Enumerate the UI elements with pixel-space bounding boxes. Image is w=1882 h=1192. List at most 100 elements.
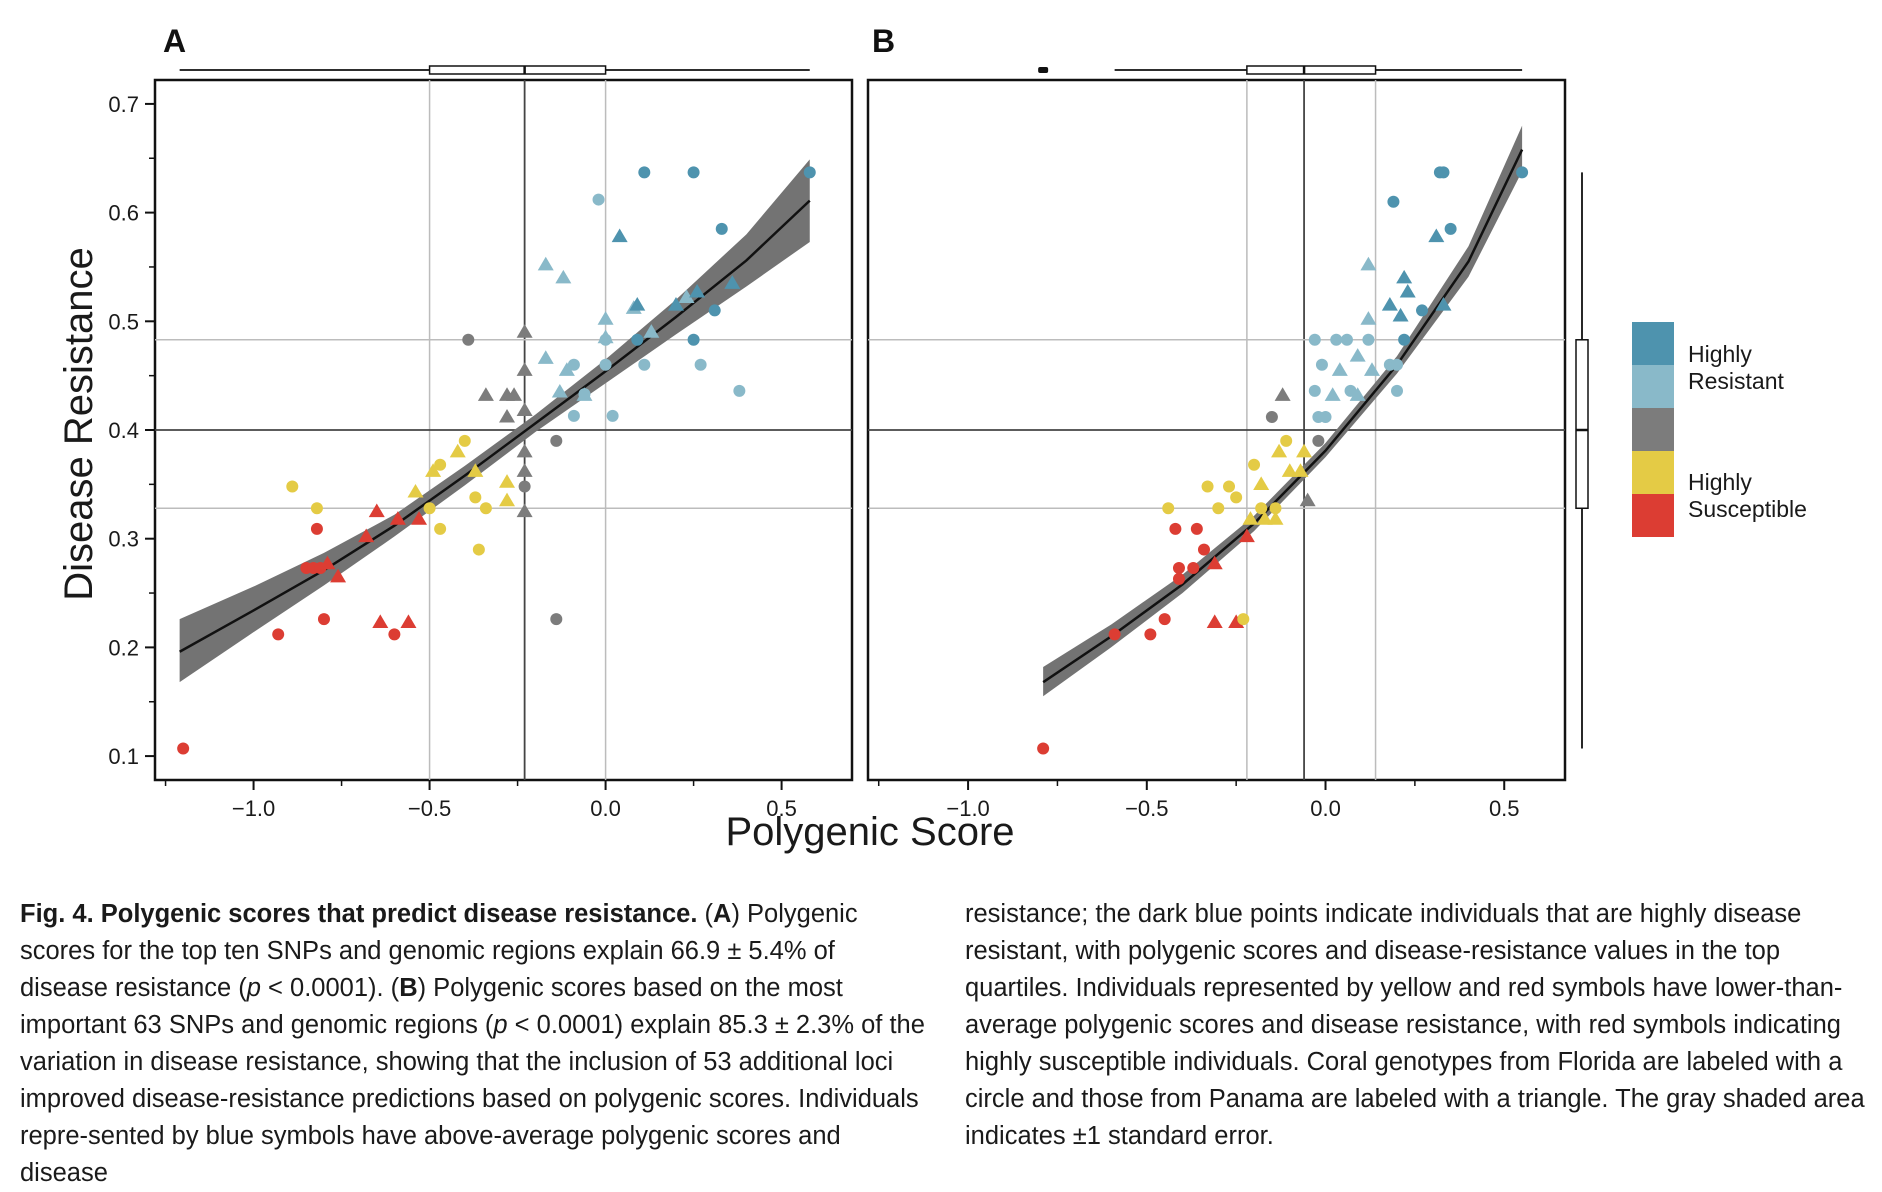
data-point-circle xyxy=(434,458,447,471)
data-point-triangle xyxy=(1331,362,1348,376)
caption-segment: < 0.0001). ( xyxy=(260,974,400,1002)
data-point-triangle xyxy=(467,463,484,477)
data-point-triangle xyxy=(1428,228,1445,243)
y-tick-label: 0.6 xyxy=(108,201,139,226)
data-point-circle xyxy=(1162,502,1175,515)
data-point-circle xyxy=(1315,358,1328,371)
legend-swatch-resistant xyxy=(1632,365,1674,408)
data-point-circle xyxy=(1158,613,1171,626)
data-point-triangle xyxy=(1349,348,1366,362)
data-point-triangle xyxy=(372,614,389,628)
data-point-triangle xyxy=(389,511,406,525)
x-tick-label: 0.0 xyxy=(1310,796,1341,821)
data-point-triangle xyxy=(506,387,523,401)
data-point-circle xyxy=(1416,304,1429,317)
data-point-triangle xyxy=(516,463,533,477)
data-point-circle xyxy=(1391,358,1404,371)
data-point-circle xyxy=(423,502,436,515)
data-point-triangle xyxy=(425,463,442,477)
legend-swatch-highly-resistant xyxy=(1632,322,1674,365)
data-point-circle xyxy=(733,384,746,397)
data-point-triangle xyxy=(1360,311,1377,325)
x-tick-label: −0.5 xyxy=(408,796,451,821)
caption-segment: A xyxy=(713,900,732,928)
caption-segment: B xyxy=(399,974,418,1002)
data-point-triangle xyxy=(555,269,572,284)
data-point-triangle xyxy=(1206,614,1223,628)
data-point-circle xyxy=(1444,222,1457,235)
data-point-circle xyxy=(1223,480,1236,493)
data-point-triangle xyxy=(1206,555,1223,570)
data-point-triangle xyxy=(667,297,684,311)
data-point-triangle xyxy=(1292,463,1309,477)
data-point-circle xyxy=(606,409,619,422)
data-point-circle xyxy=(1265,410,1278,423)
data-point-triangle xyxy=(400,614,417,628)
data-point-circle xyxy=(550,613,563,626)
data-point-triangle xyxy=(1381,297,1398,311)
data-point-triangle xyxy=(1324,387,1341,401)
data-point-circle xyxy=(1319,410,1332,423)
legend-label: Susceptible xyxy=(1688,496,1807,522)
data-point-circle xyxy=(708,304,721,317)
caption-segment: p xyxy=(246,974,261,1002)
fit-line xyxy=(179,199,811,653)
data-point-circle xyxy=(1172,572,1185,585)
data-point-triangle xyxy=(477,387,494,401)
x-tick-label: −1.0 xyxy=(946,796,989,821)
data-point-circle xyxy=(286,480,299,493)
data-point-circle xyxy=(567,409,580,422)
data-point-circle xyxy=(469,491,482,504)
legend-swatch-susceptible xyxy=(1632,451,1674,494)
x-tick-label: 0.5 xyxy=(1489,796,1520,821)
data-point-circle xyxy=(1330,333,1343,346)
data-point-triangle xyxy=(516,324,533,338)
y-tick-label: 0.4 xyxy=(108,418,139,443)
legend-swatch-highly-susceptible xyxy=(1632,494,1674,537)
data-point-triangle xyxy=(1399,283,1416,298)
data-point-triangle xyxy=(516,362,533,376)
data-point-triangle xyxy=(1296,443,1313,458)
x-tick-label: 0.5 xyxy=(766,796,797,821)
caption-segment: ( xyxy=(697,900,714,928)
data-point-circle xyxy=(715,222,728,235)
y-tick-label: 0.1 xyxy=(108,744,139,769)
data-point-circle xyxy=(458,434,471,447)
data-point-triangle xyxy=(1256,511,1273,525)
data-point-circle xyxy=(687,166,700,179)
data-point-triangle xyxy=(1267,511,1284,525)
data-point-triangle xyxy=(499,492,516,507)
data-point-circle xyxy=(694,358,707,371)
x-tick-label: −1.0 xyxy=(232,796,275,821)
x-boxplot-box xyxy=(428,65,607,75)
data-point-circle xyxy=(310,502,323,515)
data-point-circle xyxy=(638,358,651,371)
data-point-circle xyxy=(567,358,580,371)
data-point-circle xyxy=(1398,333,1411,346)
y-boxplot-box xyxy=(1575,339,1589,510)
data-point-triangle xyxy=(724,275,741,289)
data-point-circle xyxy=(1230,491,1243,504)
legend-label: Highly xyxy=(1688,341,1752,367)
data-point-triangle xyxy=(558,362,575,376)
data-point-circle xyxy=(518,480,531,493)
legend-label: Resistant xyxy=(1688,368,1784,394)
data-point-triangle xyxy=(1392,307,1409,322)
se-band xyxy=(1043,125,1523,697)
data-point-triangle xyxy=(551,383,568,398)
data-point-triangle xyxy=(516,443,533,458)
data-point-triangle xyxy=(597,311,614,325)
data-point-triangle xyxy=(1271,443,1288,458)
panel-label: A xyxy=(163,23,186,59)
data-point-triangle xyxy=(411,511,428,525)
data-point-triangle xyxy=(516,503,533,518)
caption-left: Fig. 4. Polygenic scores that predict di… xyxy=(20,896,925,1192)
panel-label: B xyxy=(872,23,895,59)
legend-label: Highly xyxy=(1688,469,1752,495)
data-point-circle xyxy=(1108,628,1121,641)
legend-swatch-average xyxy=(1632,408,1674,451)
data-point-circle xyxy=(177,742,190,755)
data-point-triangle xyxy=(358,528,375,543)
caption-segment: ) Polygenic scores based on the most imp… xyxy=(20,974,843,1039)
